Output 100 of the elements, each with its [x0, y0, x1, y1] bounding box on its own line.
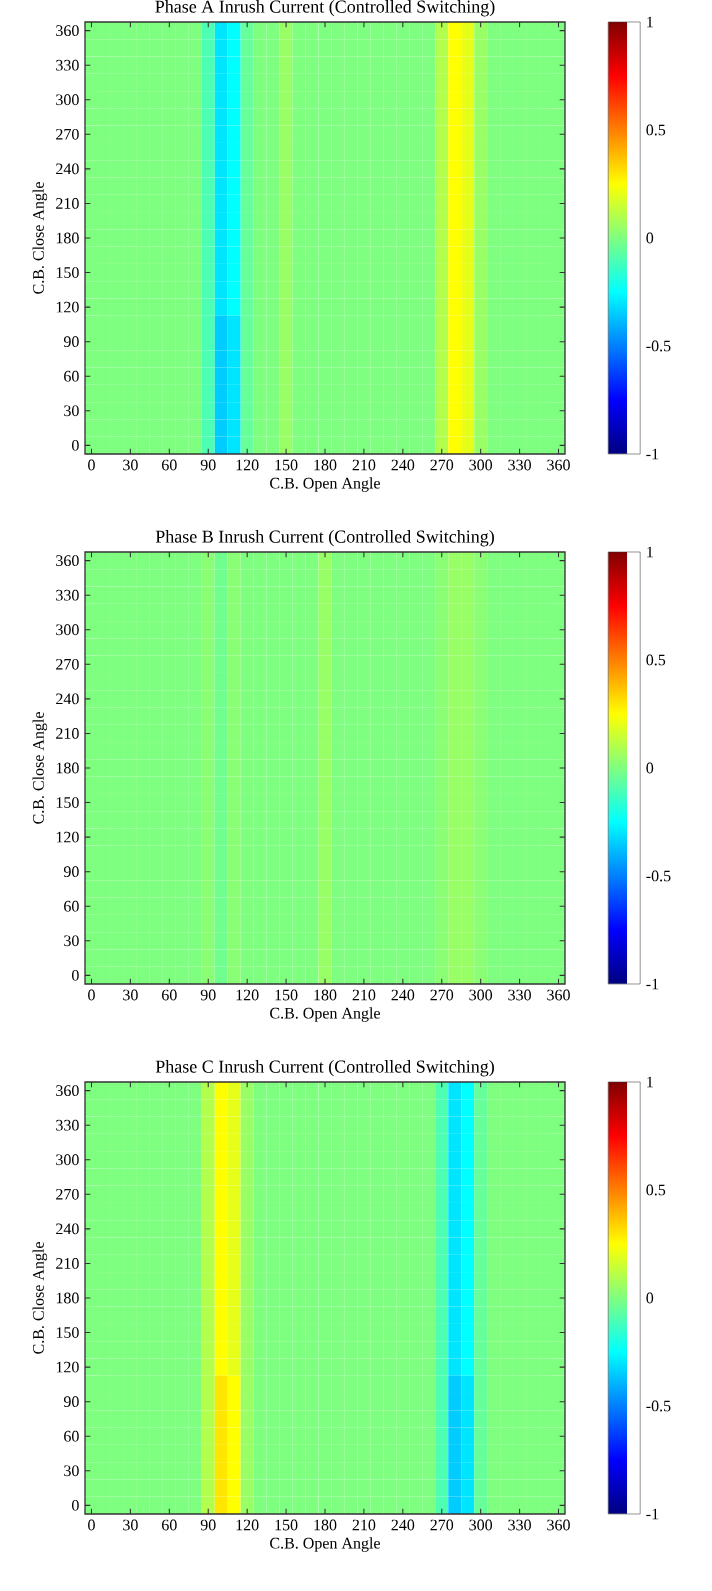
x-tick-label: 330 [508, 459, 531, 471]
y-tick-label: 240 [56, 693, 79, 705]
x-tick-label: 0 [88, 989, 95, 1001]
color-bar-label: 0.5 [646, 124, 666, 136]
x-axis-title: C.B. Open Angle [270, 1537, 380, 1552]
y-tick-label: 240 [56, 1223, 79, 1235]
x-tick-label: 330 [508, 1519, 531, 1531]
x-tick-label: 270 [430, 459, 454, 471]
y-tick-label: 150 [56, 797, 79, 808]
color-bar-label: 0 [646, 1292, 654, 1304]
y-tick-label: 120 [56, 1361, 79, 1373]
chart-title: Phase A Inrush Current (Controlled Switching) [155, 0, 495, 17]
y-tick-label: 30 [64, 935, 79, 947]
y-axis-title: C.B. Close Angle [32, 1242, 48, 1354]
x-tick-label: 360 [547, 989, 570, 1001]
y-tick-label: 180 [56, 1292, 79, 1304]
color-bar-label: -1 [646, 1508, 659, 1520]
x-tick-label: 300 [469, 1519, 493, 1531]
y-tick-label: 360 [56, 555, 79, 567]
x-tick-label: 360 [547, 459, 570, 471]
color-bar-label: 0 [646, 762, 654, 774]
chart-title: Phase C Inrush Current (Controlled Switching) [155, 1060, 494, 1077]
x-tick-label: 360 [547, 1519, 570, 1531]
x-tick-label: 150 [275, 1519, 298, 1531]
y-tick-label: 30 [64, 405, 79, 417]
x-tick-label: 150 [275, 989, 298, 1001]
color-bar-label: 0 [646, 232, 654, 244]
x-tick-label: 60 [162, 459, 177, 471]
color-bar-label: -1 [646, 448, 659, 460]
x-tick-label: 240 [391, 459, 415, 471]
y-tick-label: 270 [56, 1188, 79, 1200]
x-tick-label: 180 [314, 1519, 337, 1531]
y-tick-label: 90 [63, 336, 79, 348]
y-tick-label: 0 [72, 1499, 79, 1511]
x-tick-label: 30 [123, 459, 138, 471]
y-tick-label: 270 [56, 128, 79, 140]
x-tick-label: 180 [314, 989, 337, 1001]
x-tick-label: 210 [352, 989, 376, 1001]
y-tick-label: 60 [64, 370, 79, 382]
y-tick-label: 90 [63, 1396, 79, 1408]
y-tick-label: 90 [63, 866, 79, 878]
x-tick-label: 150 [275, 459, 298, 471]
x-tick-label: 240 [391, 1519, 415, 1531]
x-tick-label: 120 [236, 1519, 259, 1531]
color-bar-label: -0.5 [646, 340, 671, 352]
y-tick-label: 270 [56, 658, 79, 670]
y-tick-label: 180 [56, 232, 79, 244]
y-tick-label: 180 [56, 762, 79, 774]
y-tick-label: 300 [56, 624, 79, 636]
y-tick-label: 30 [64, 1465, 79, 1477]
y-tick-label: 240 [56, 163, 79, 175]
x-tick-label: 90 [200, 989, 216, 1001]
chart-title: Phase B Inrush Current (Controlled Switching) [155, 530, 494, 547]
x-tick-label: 120 [236, 459, 259, 471]
x-tick-label: 60 [162, 989, 177, 1001]
x-tick-label: 90 [200, 459, 216, 471]
x-tick-label: 210 [352, 459, 376, 471]
y-tick-label: 60 [64, 900, 79, 912]
x-tick-label: 0 [88, 1519, 95, 1531]
y-tick-label: 150 [56, 267, 79, 278]
y-tick-label: 330 [56, 1119, 79, 1131]
x-tick-label: 180 [314, 459, 337, 471]
color-bar-label: 1 [647, 546, 653, 558]
x-tick-label: 120 [236, 989, 259, 1001]
x-tick-label: 60 [162, 1519, 177, 1531]
color-bar-label: -0.5 [646, 1400, 671, 1412]
x-tick-label: 90 [200, 1519, 216, 1531]
y-tick-label: 210 [56, 198, 79, 209]
y-tick-label: 360 [56, 25, 79, 37]
y-tick-label: 0 [72, 969, 79, 981]
color-bar-label: 0.5 [646, 1184, 666, 1196]
x-tick-label: 270 [430, 1519, 454, 1531]
y-tick-label: 360 [56, 1085, 79, 1097]
x-tick-label: 30 [123, 989, 138, 1001]
color-bar-label: 1 [647, 1076, 653, 1088]
y-tick-label: 210 [56, 728, 79, 739]
y-tick-label: 0 [72, 439, 79, 451]
y-tick-label: 120 [56, 301, 79, 313]
y-tick-label: 300 [56, 1154, 79, 1166]
x-tick-label: 210 [352, 1519, 376, 1531]
x-tick-label: 0 [88, 459, 95, 471]
x-axis-title: C.B. Open Angle [270, 477, 380, 492]
y-axis-title: C.B. Close Angle [32, 182, 48, 294]
y-tick-label: 150 [56, 1327, 79, 1338]
y-tick-label: 330 [56, 59, 79, 71]
y-tick-label: 300 [56, 94, 79, 106]
color-bar-label: 1 [647, 16, 653, 28]
color-bar-label: 0.5 [646, 654, 666, 666]
x-axis-title: C.B. Open Angle [270, 1007, 380, 1022]
y-tick-label: 210 [56, 1258, 79, 1269]
x-tick-label: 300 [469, 459, 493, 471]
x-tick-label: 30 [123, 1519, 138, 1531]
color-bar-label: -1 [646, 978, 659, 990]
color-bar-label: -0.5 [646, 870, 671, 882]
x-tick-label: 240 [391, 989, 415, 1001]
y-axis-title: C.B. Close Angle [32, 712, 48, 824]
x-tick-label: 270 [430, 989, 454, 1001]
y-tick-label: 60 [64, 1430, 79, 1442]
y-tick-label: 330 [56, 589, 79, 601]
x-tick-label: 330 [508, 989, 531, 1001]
